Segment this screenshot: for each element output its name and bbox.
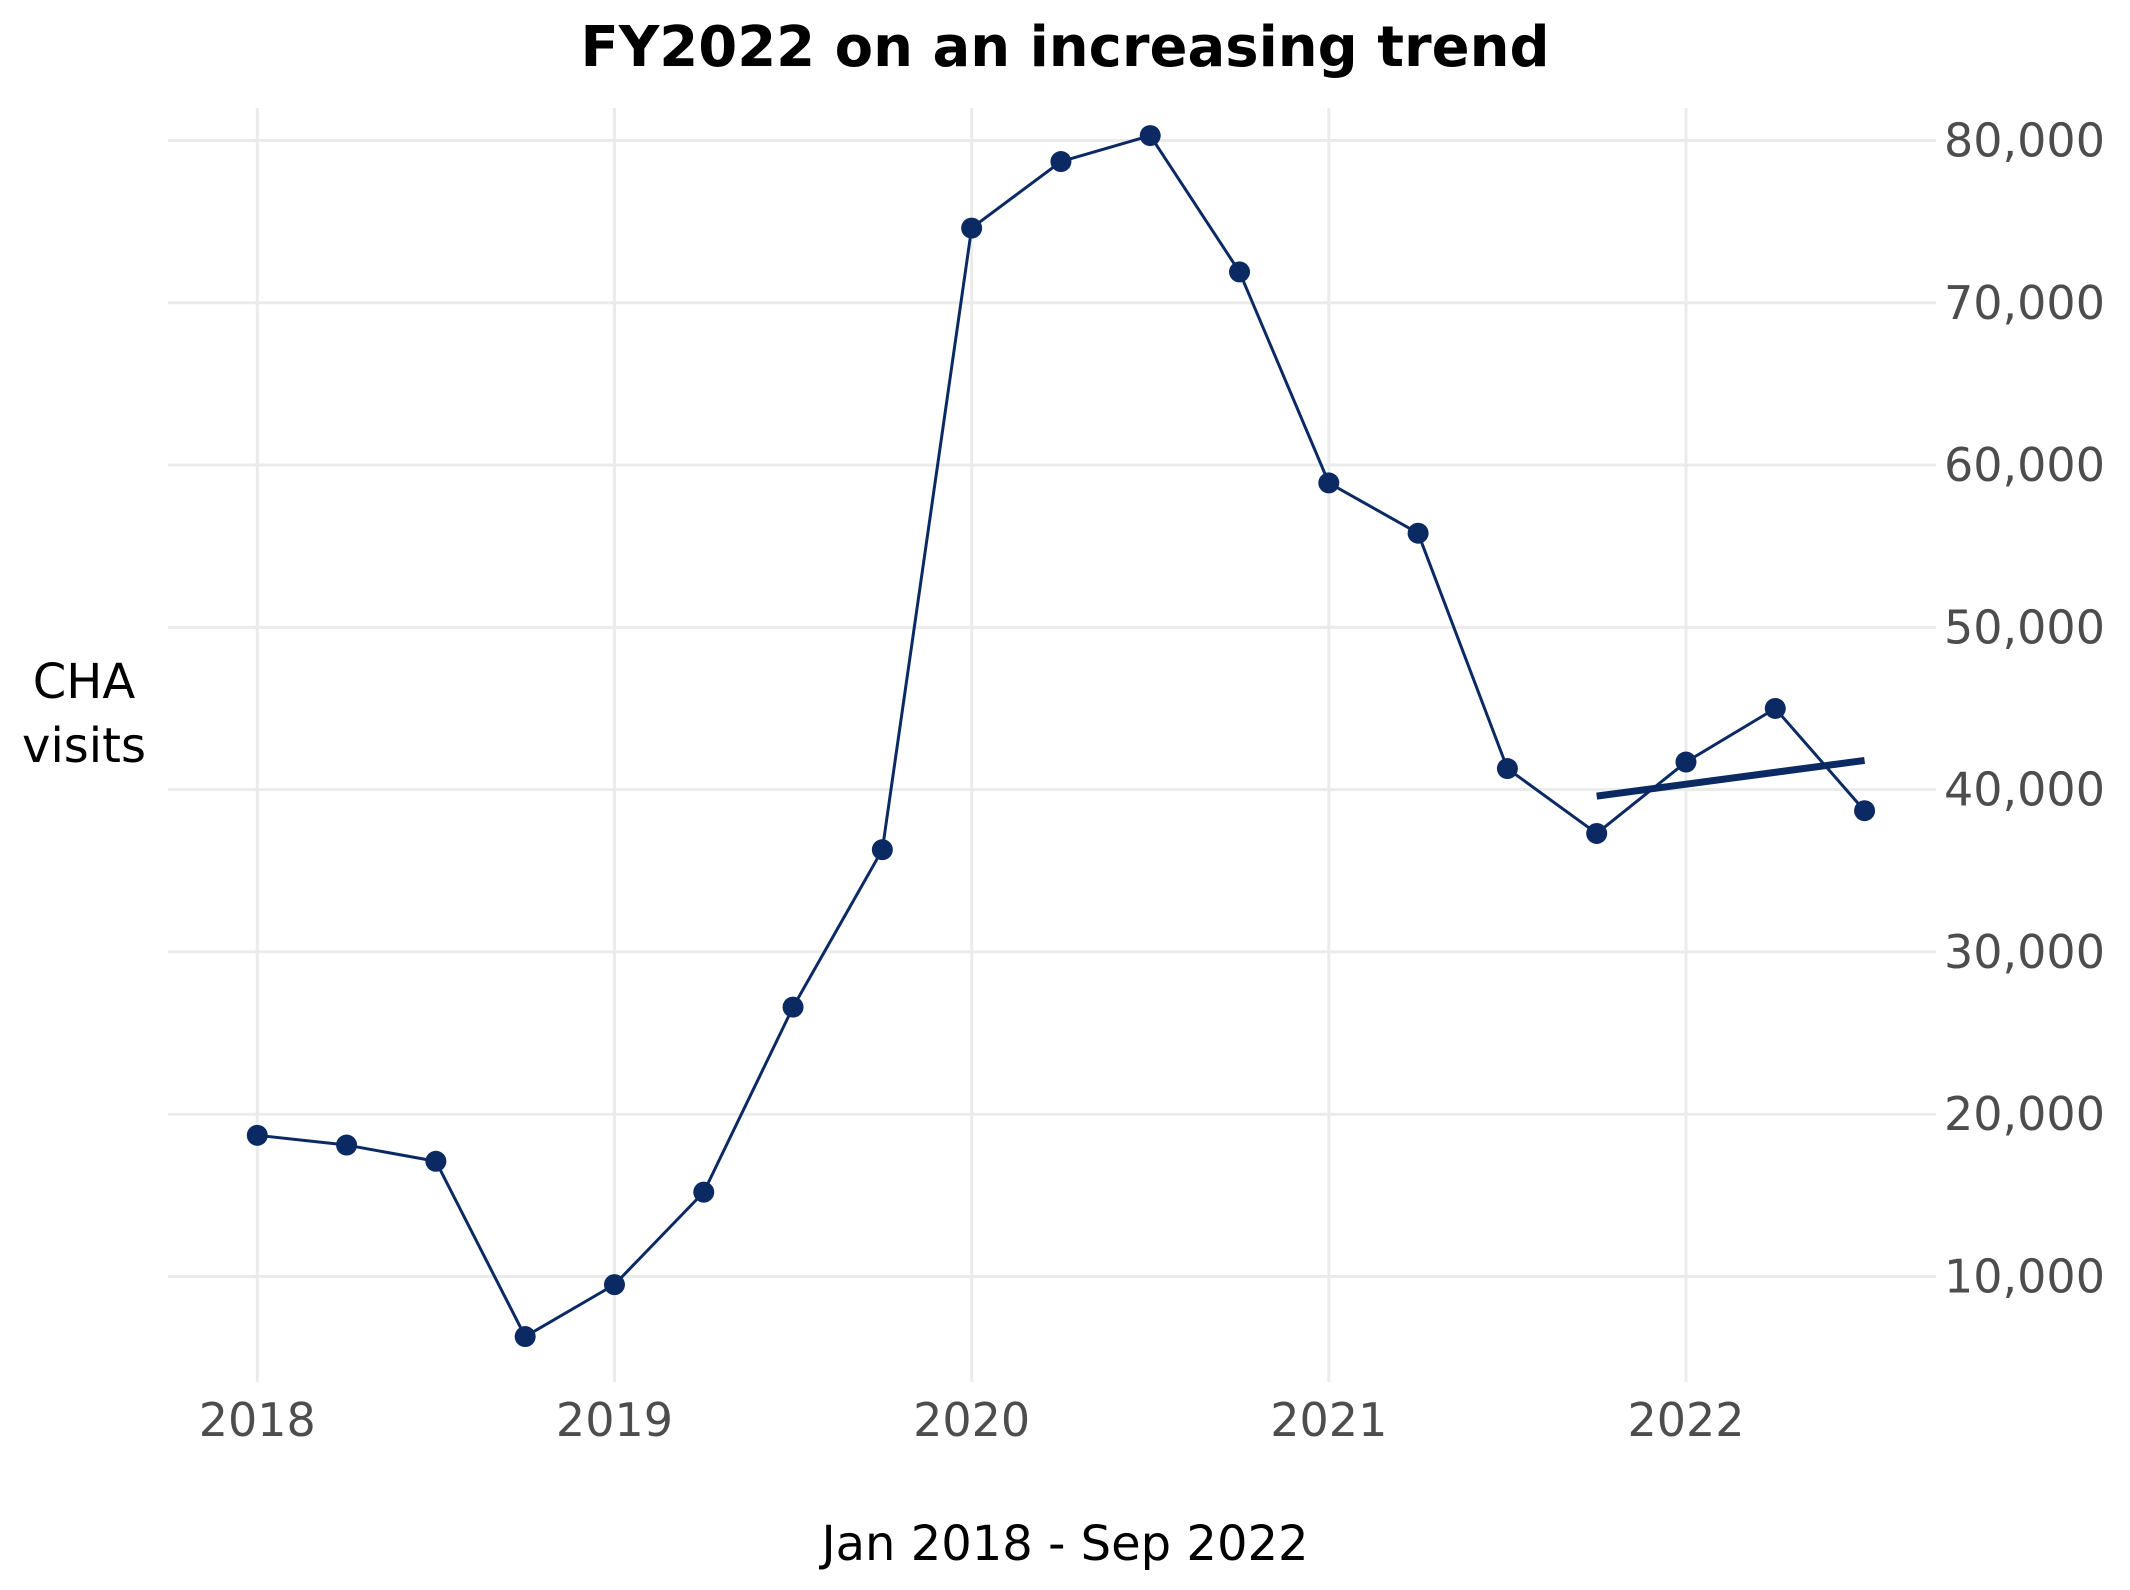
data-point	[336, 1134, 358, 1156]
x-tick-label: 2018	[199, 1393, 316, 1447]
x-axis-label: Jan 2018 - Sep 2022	[818, 1516, 1308, 1572]
data-point	[961, 217, 983, 239]
trend-line	[1596, 756, 1866, 800]
gridlines	[168, 108, 1936, 1382]
data-point	[1586, 822, 1608, 844]
data-point	[1139, 125, 1161, 147]
data-point	[1318, 472, 1340, 494]
x-axis-ticks: 2018 2019 2020 2021 2022	[199, 1393, 1745, 1447]
y-tick-label: 10,000	[1944, 1250, 2105, 1304]
x-tick-label: 2021	[1270, 1393, 1387, 1447]
y-tick-label: 20,000	[1944, 1087, 2105, 1141]
y-axis-ticks: 10,000 20,000 30,000 40,000 50,000 60,000 70,0…	[1944, 113, 2105, 1303]
data-point	[603, 1274, 625, 1296]
data-point	[693, 1181, 715, 1203]
data-point	[514, 1326, 536, 1348]
y-tick-label: 40,000	[1944, 763, 2105, 817]
data-point	[425, 1150, 447, 1172]
data-point	[1229, 261, 1251, 283]
data-point	[1496, 758, 1518, 780]
x-tick-label: 2020	[913, 1393, 1030, 1447]
y-tick-label: 60,000	[1944, 438, 2105, 492]
series-line	[257, 134, 1866, 1339]
y-tick-label: 30,000	[1944, 925, 2105, 979]
data-point	[782, 996, 804, 1018]
chart-title: FY2022 on an increasing trend	[580, 15, 1549, 80]
y-axis-label-line-1: CHA	[33, 654, 136, 710]
x-tick-label: 2022	[1627, 1393, 1744, 1447]
data-point	[1854, 800, 1876, 822]
data-point	[1675, 751, 1697, 773]
data-point	[246, 1124, 268, 1146]
x-tick-label: 2019	[556, 1393, 673, 1447]
series-layer	[246, 125, 1876, 1348]
data-point	[1407, 522, 1429, 544]
y-tick-label: 80,000	[1944, 113, 2105, 167]
y-axis-label-line-2: visits	[22, 718, 146, 774]
y-tick-label: 50,000	[1944, 600, 2105, 654]
data-point	[1050, 151, 1072, 173]
data-point	[1764, 697, 1786, 719]
data-point	[871, 839, 893, 861]
y-tick-label: 70,000	[1944, 276, 2105, 330]
